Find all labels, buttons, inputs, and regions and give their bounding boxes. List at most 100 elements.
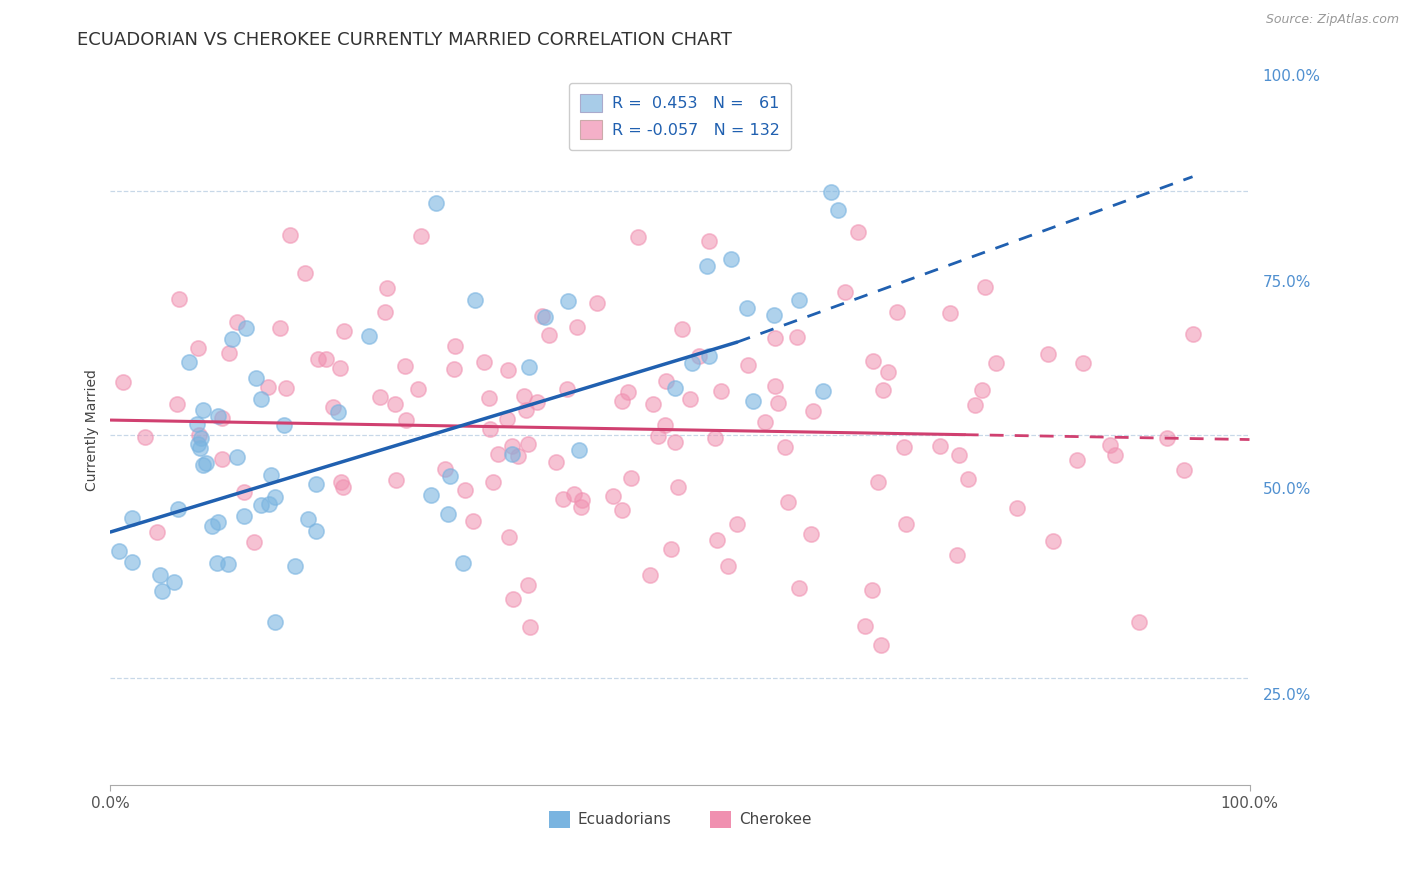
Point xyxy=(307,351,329,366)
Point xyxy=(207,409,229,423)
Point xyxy=(326,405,349,419)
Point xyxy=(664,434,686,449)
Point xyxy=(696,259,718,273)
Point xyxy=(848,225,870,239)
Point xyxy=(725,516,748,531)
Point xyxy=(617,384,640,399)
Point xyxy=(862,354,884,368)
Point xyxy=(544,454,567,468)
Point xyxy=(191,458,214,472)
Point xyxy=(201,519,224,533)
Text: Source: ZipAtlas.com: Source: ZipAtlas.com xyxy=(1265,13,1399,27)
Point xyxy=(357,329,380,343)
Point xyxy=(167,502,190,516)
Point xyxy=(512,389,534,403)
Point xyxy=(385,474,408,488)
Point xyxy=(679,392,702,406)
Point xyxy=(965,398,987,412)
Point xyxy=(269,320,291,334)
Point xyxy=(626,230,648,244)
Point xyxy=(464,293,486,308)
Point xyxy=(394,359,416,374)
Point xyxy=(315,351,337,366)
Point xyxy=(1182,327,1205,342)
Point xyxy=(472,355,495,369)
Point xyxy=(813,384,835,399)
Point xyxy=(893,440,915,454)
Point xyxy=(894,517,917,532)
Point xyxy=(121,511,143,525)
Point xyxy=(406,383,429,397)
Point xyxy=(659,542,682,557)
Point xyxy=(186,436,208,450)
Point xyxy=(681,355,703,369)
Point xyxy=(305,524,328,539)
Point xyxy=(664,381,686,395)
Point xyxy=(297,512,319,526)
Point xyxy=(515,402,537,417)
Point xyxy=(434,462,457,476)
Point xyxy=(602,489,624,503)
Point xyxy=(956,472,979,486)
Point xyxy=(654,417,676,432)
Point xyxy=(565,320,588,334)
Point xyxy=(276,381,298,395)
Point xyxy=(188,442,211,456)
Point xyxy=(501,439,523,453)
Point xyxy=(150,583,173,598)
Point xyxy=(516,578,538,592)
Point xyxy=(555,382,578,396)
Point xyxy=(671,322,693,336)
Point xyxy=(647,429,669,443)
Point xyxy=(333,324,356,338)
Point xyxy=(329,361,352,376)
Point xyxy=(263,615,285,630)
Point xyxy=(697,235,720,249)
Point xyxy=(186,417,208,432)
Point xyxy=(250,392,273,407)
Point xyxy=(263,490,285,504)
Point xyxy=(211,410,233,425)
Point xyxy=(526,395,548,409)
Point xyxy=(217,558,239,572)
Point xyxy=(948,449,970,463)
Point xyxy=(439,468,461,483)
Point xyxy=(225,450,247,464)
Point xyxy=(332,480,354,494)
Point xyxy=(877,365,900,379)
Point xyxy=(374,304,396,318)
Point xyxy=(972,383,994,397)
Point xyxy=(945,548,967,562)
Point xyxy=(368,390,391,404)
Point xyxy=(502,592,524,607)
Point xyxy=(167,292,190,306)
Legend: Ecuadorians, Cherokee: Ecuadorians, Cherokee xyxy=(543,805,817,834)
Point xyxy=(516,437,538,451)
Y-axis label: Currently Married: Currently Married xyxy=(86,369,100,491)
Point xyxy=(789,581,811,595)
Point xyxy=(1104,448,1126,462)
Point xyxy=(569,500,592,514)
Point xyxy=(384,397,406,411)
Point xyxy=(666,479,689,493)
Point xyxy=(706,533,728,547)
Point xyxy=(166,397,188,411)
Point xyxy=(939,306,962,320)
Point xyxy=(786,330,808,344)
Point xyxy=(149,568,172,582)
Point xyxy=(1042,533,1064,548)
Point xyxy=(218,346,240,360)
Point xyxy=(720,252,742,266)
Point xyxy=(233,508,256,523)
Point xyxy=(420,488,443,502)
Point xyxy=(853,619,876,633)
Point xyxy=(508,449,530,463)
Point xyxy=(870,638,893,652)
Point xyxy=(278,228,301,243)
Point xyxy=(717,558,740,573)
Point xyxy=(242,535,264,549)
Point xyxy=(330,475,353,489)
Point xyxy=(190,431,212,445)
Point xyxy=(776,494,799,508)
Point xyxy=(820,186,842,200)
